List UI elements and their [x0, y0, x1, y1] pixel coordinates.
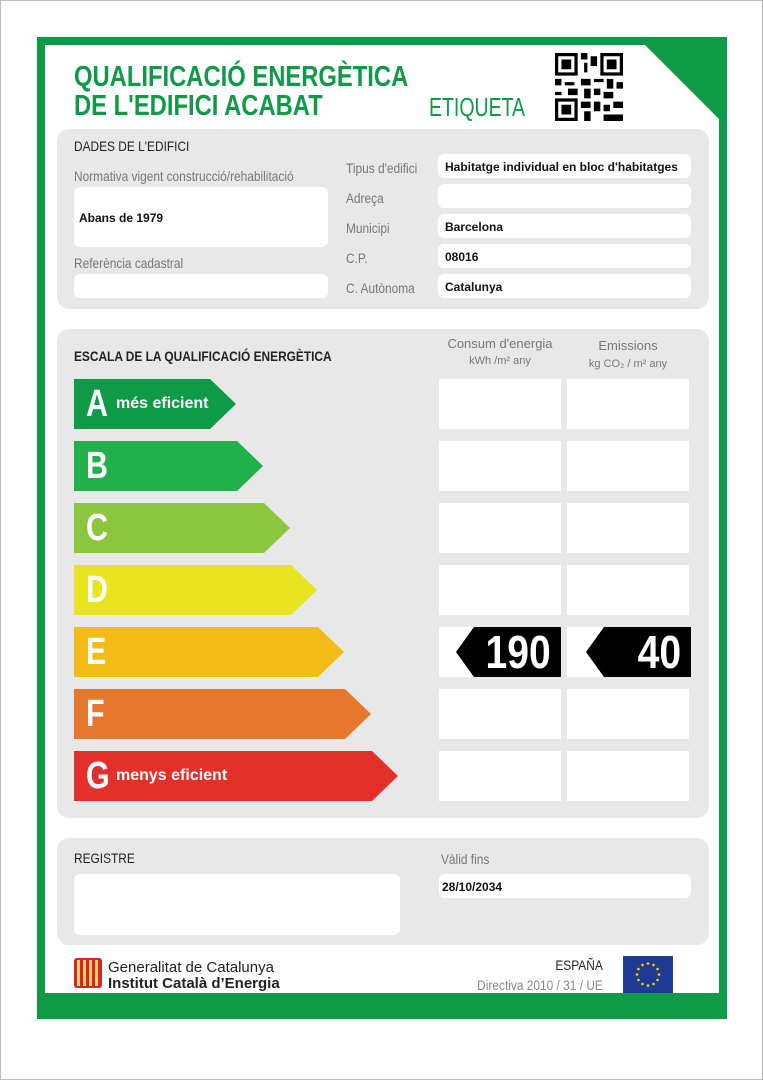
consumption-unit: kWh /m² any: [469, 355, 531, 367]
regulation-label: Normativa vigent construcció/rehabilitac…: [74, 168, 294, 184]
rating-letter: D: [86, 568, 108, 611]
region-field: Catalunya: [438, 274, 691, 298]
rating-text: més eficient: [116, 395, 209, 412]
municipality-field: Barcelona: [438, 214, 691, 238]
regulation-value: Abans de 1979: [79, 211, 164, 225]
rating-letter: C: [86, 506, 108, 549]
directive-label: Directiva 2010 / 31 / UE: [477, 977, 603, 993]
emissions-header: Emissions: [598, 338, 658, 353]
title-line1: QUALIFICACIÓ ENERGÈTICA: [74, 61, 409, 93]
rating-letter: E: [86, 630, 107, 673]
field-label: Tipus d'edifici: [346, 160, 418, 176]
eu-star: [656, 978, 659, 982]
org-line1: Generalitat de Catalunya: [108, 959, 274, 976]
eu-star: [641, 963, 644, 967]
postal-code-value: 08016: [445, 250, 479, 264]
rating-arrow-c: C: [74, 503, 290, 553]
emissions-cell: [567, 689, 689, 739]
emissions-cell: [567, 441, 689, 491]
emissions-value: 40: [637, 626, 681, 678]
eu-star: [657, 973, 661, 976]
rating-letter: A: [86, 382, 108, 425]
consumption-header: Consum d'energia: [447, 336, 553, 351]
etiqueta-label: ETIQUETA: [429, 92, 526, 122]
emissions-indicator: 40: [586, 627, 691, 677]
rating-letter: G: [86, 754, 110, 797]
cadastral-label: Referència cadastral: [74, 255, 184, 271]
eu-star: [637, 967, 640, 971]
building-type-value: Habitatge individual en bloc d'habitatge…: [445, 160, 678, 174]
field-label: Municipi: [346, 220, 390, 236]
building-type-field: Habitatge individual en bloc d'habitatge…: [438, 154, 691, 178]
address-field: [438, 184, 691, 208]
emissions-cell: [567, 751, 689, 801]
consumption-cell: [439, 565, 561, 615]
valid-until-label: Vàlid fins: [441, 851, 490, 867]
consumption-cell: [439, 689, 561, 739]
consumption-cell: [439, 751, 561, 801]
rating-letter: F: [86, 692, 105, 735]
rating-arrow-f: F: [74, 689, 371, 739]
country-label: ESPAÑA: [555, 957, 603, 973]
field-label: Adreça: [346, 190, 384, 206]
valid-until-value: 28/10/2034: [442, 880, 503, 894]
eu-star: [641, 982, 644, 986]
regulation-field: Abans de 1979: [74, 187, 328, 247]
consumption-cell: [439, 441, 561, 491]
building-section-title: DADES DE L'EDIFICI: [74, 138, 190, 154]
address-value: [438, 184, 691, 196]
scale-section-title: ESCALA DE LA QUALIFICACIÓ ENERGÈTICA: [74, 348, 332, 364]
qr-code-icon: [555, 53, 623, 121]
consumption-value: 190: [485, 626, 551, 678]
rating-letter: B: [86, 444, 108, 487]
emissions-cell: [567, 503, 689, 553]
rating-arrow-e: E: [74, 627, 344, 677]
field-label: C.P.: [346, 250, 368, 266]
register-field: [74, 874, 400, 935]
municipality-value: Barcelona: [445, 220, 504, 234]
eu-star: [652, 982, 655, 986]
postal-code-field: 08016: [438, 244, 691, 268]
emissions-cell: [567, 379, 689, 429]
generalitat-logo-icon: [74, 958, 102, 988]
title-line2: DE L'EDIFICI ACABAT: [74, 90, 323, 122]
consumption-indicator: 190: [456, 627, 561, 677]
rating-arrow-b: B: [74, 441, 263, 491]
rating-text: menys eficient: [116, 767, 228, 784]
org-line2: Institut Català d’Energia: [108, 975, 280, 992]
eu-star: [646, 984, 650, 987]
field-label: C. Autònoma: [346, 280, 415, 296]
eu-star: [635, 973, 639, 976]
eu-flag-icon: [623, 956, 673, 993]
valid-until-field: 28/10/2034: [439, 874, 691, 898]
eu-star: [656, 967, 659, 971]
emissions-unit: kg CO₂ / m² any: [588, 358, 668, 370]
consumption-cell: [439, 503, 561, 553]
eu-star: [637, 978, 640, 982]
emissions-cell: [567, 565, 689, 615]
eu-star: [652, 963, 655, 967]
cadastral-field: [74, 274, 328, 298]
rating-arrow-d: D: [74, 565, 317, 615]
eu-star: [646, 962, 650, 965]
register-label: REGISTRE: [74, 850, 135, 866]
consumption-cell: [439, 379, 561, 429]
region-value: Catalunya: [445, 280, 503, 294]
